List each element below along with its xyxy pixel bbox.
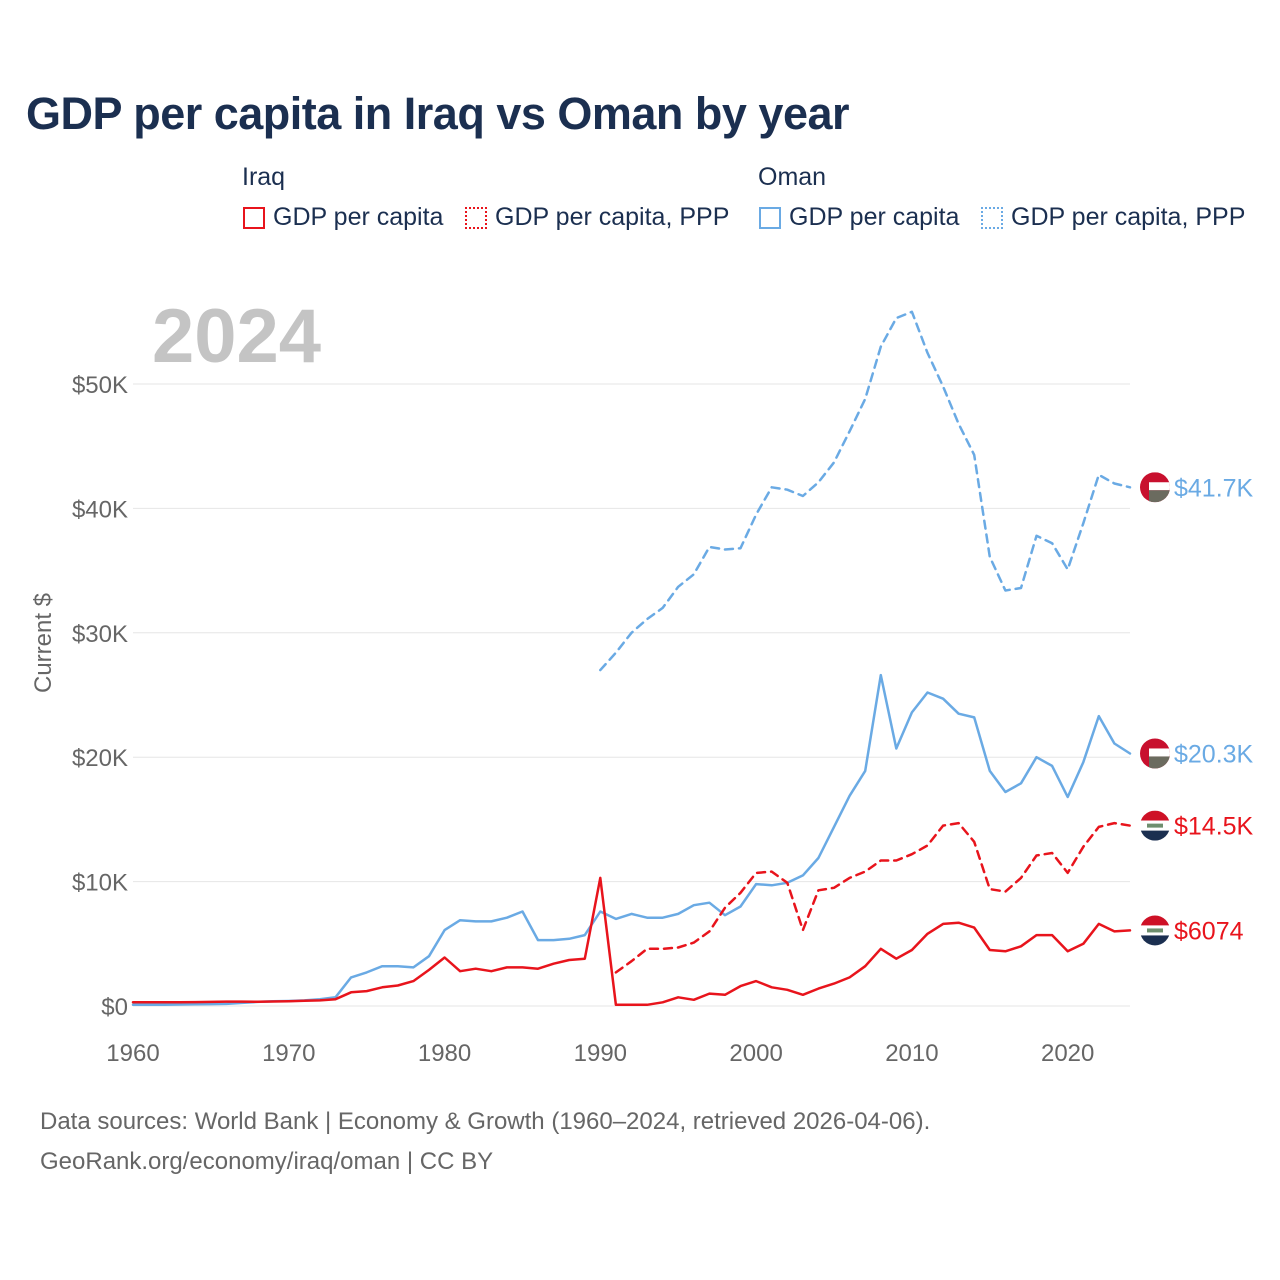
legend-swatch-iraq-solid <box>243 206 265 229</box>
legend-label: GDP per capita <box>789 203 960 231</box>
y-axis-ticks: $0 $10K $20K $30K $40K $50K <box>72 372 128 1021</box>
legend-item-iraq-gdp[interactable]: GDP per capita <box>243 203 443 232</box>
series-end-label: $14.5K <box>1174 813 1254 841</box>
y-axis-label: Current $ <box>30 593 57 693</box>
y-tick-label: $10K <box>72 870 128 897</box>
iraq-flag-icon <box>1140 810 1170 841</box>
series-end-label: $41.7K <box>1174 474 1254 502</box>
oman-flag-icon <box>1140 472 1170 503</box>
legend-label: GDP per capita <box>273 203 444 231</box>
x-tick-label: 1960 <box>106 1040 159 1067</box>
year-watermark: 2024 <box>152 294 321 379</box>
x-tick-label: 2010 <box>885 1040 938 1067</box>
footer-credit: GeoRank.org/economy/iraq/oman | CC BY <box>40 1148 494 1175</box>
y-tick-label: $50K <box>72 372 128 399</box>
y-tick-label: $20K <box>72 745 128 772</box>
series-end-markers: $41.7K $20.3K $14.5K $6074 <box>1140 472 1254 946</box>
series-line-iraq-gdp-per-capita-ppp <box>614 821 1132 974</box>
series-end-label: $6074 <box>1174 917 1244 945</box>
x-tick-label: 2000 <box>729 1040 782 1067</box>
series-lines <box>131 310 1132 1007</box>
footer-sources: Data sources: World Bank | Economy & Gro… <box>40 1108 931 1135</box>
legend-label: GDP per capita, PPP <box>1011 203 1246 231</box>
legend-label: GDP per capita, PPP <box>495 203 730 231</box>
iraq-flag-icon <box>1140 915 1170 946</box>
legend-item-oman-gdp[interactable]: GDP per capita <box>759 203 959 232</box>
y-tick-label: $30K <box>72 621 128 648</box>
series-line-iraq-gdp-per-capita <box>131 876 1132 1007</box>
x-tick-label: 1990 <box>574 1040 627 1067</box>
legend-item-iraq-gdp-ppp[interactable]: GDP per capita, PPP <box>465 203 729 232</box>
y-tick-label: $0 <box>101 994 128 1021</box>
chart-title: GDP per capita in Iraq vs Oman by year <box>26 88 850 139</box>
series-line-oman-gdp-per-capita-ppp <box>599 310 1132 672</box>
legend-group-oman: Oman <box>758 163 827 191</box>
y-tick-label: $40K <box>72 496 128 523</box>
legend-swatch-oman-solid <box>759 206 781 229</box>
series-line-oman-gdp-per-capita <box>131 673 1132 1007</box>
legend-swatch-iraq-dotted <box>465 206 487 229</box>
x-tick-label: 1970 <box>262 1040 315 1067</box>
x-tick-label: 2020 <box>1041 1040 1094 1067</box>
legend-item-oman-gdp-ppp[interactable]: GDP per capita, PPP <box>981 203 1245 232</box>
legend-swatch-oman-dotted <box>981 206 1003 229</box>
legend-group-iraq: Iraq <box>242 163 286 191</box>
x-tick-label: 1980 <box>418 1040 471 1067</box>
x-axis-ticks: 1960 1970 1980 1990 2000 2010 2020 <box>106 1040 1094 1067</box>
series-end-label: $20.3K <box>1174 740 1254 768</box>
oman-flag-icon <box>1140 738 1170 769</box>
